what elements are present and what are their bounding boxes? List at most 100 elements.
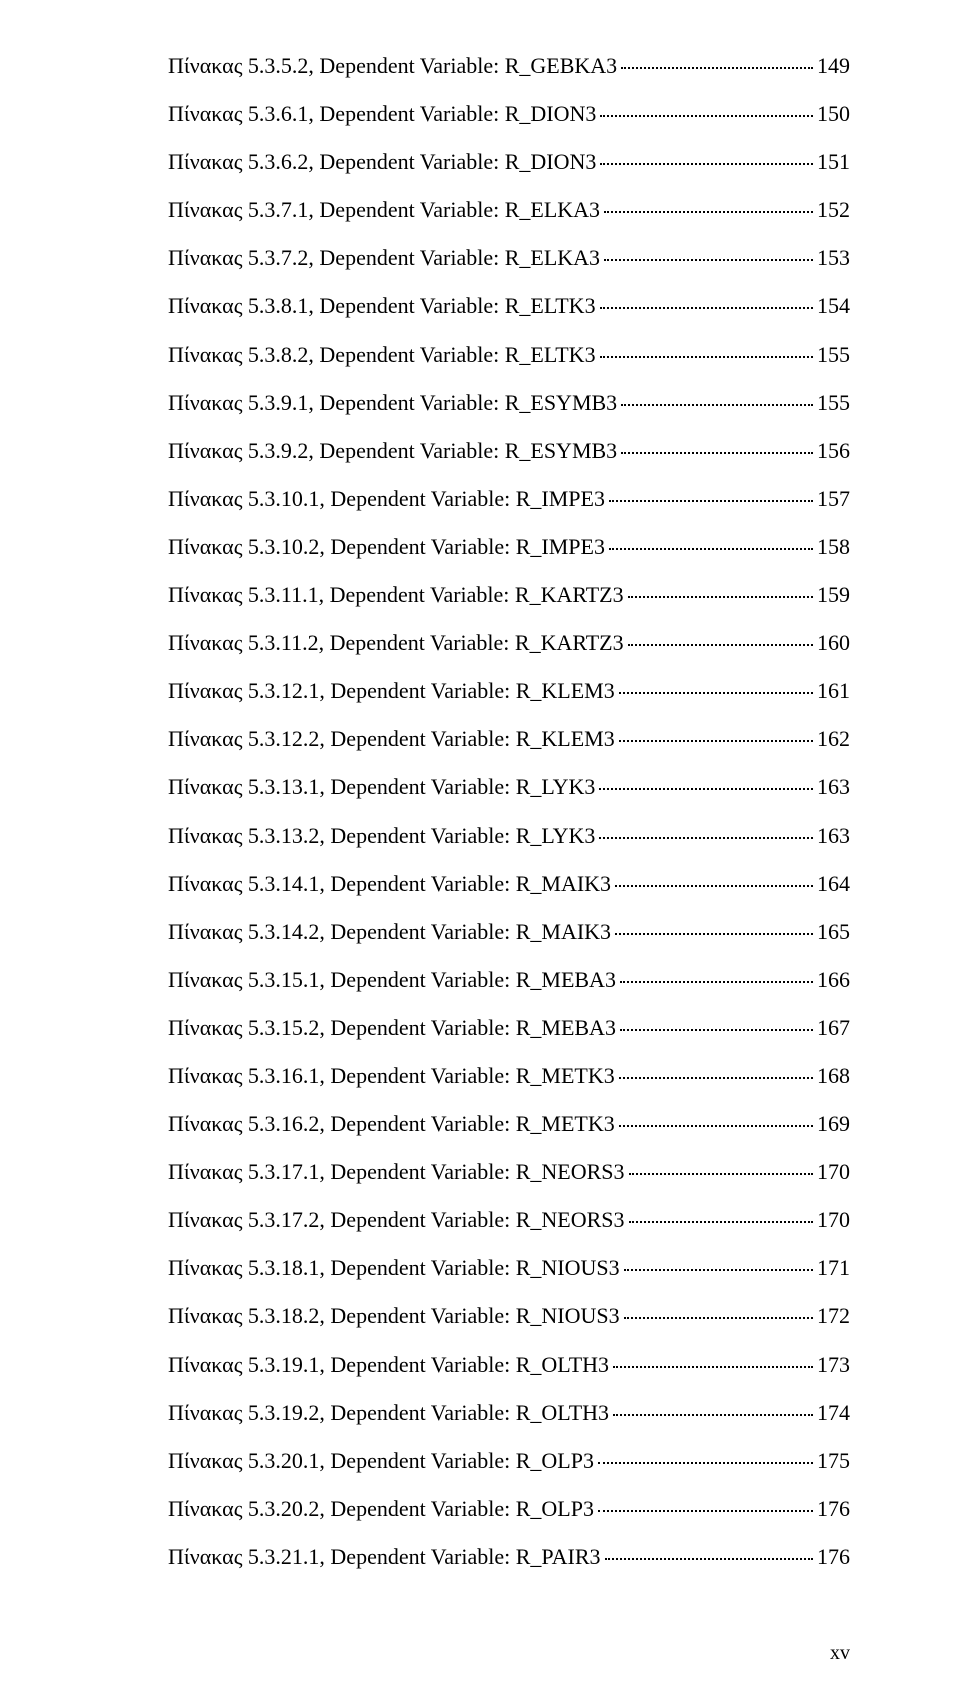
toc-entry-label: Πίνακας 5.3.19.2, Dependent Variable: R_… [168, 1399, 609, 1428]
toc-entry-page: 167 [817, 1014, 850, 1043]
toc-entry-page: 161 [817, 677, 850, 706]
toc-entry: Πίνακας 5.3.13.1, Dependent Variable: R_… [168, 773, 850, 802]
toc-entry-label: Πίνακας 5.3.10.1, Dependent Variable: R_… [168, 485, 605, 514]
table-of-contents: Πίνακας 5.3.5.2, Dependent Variable: R_G… [168, 52, 850, 1572]
toc-entry-label: Πίνακας 5.3.13.1, Dependent Variable: R_… [168, 773, 595, 802]
toc-entry-page: 165 [817, 918, 850, 947]
toc-entry-page: 169 [817, 1110, 850, 1139]
toc-entry: Πίνακας 5.3.20.1, Dependent Variable: R_… [168, 1447, 850, 1476]
toc-entry-page: 176 [817, 1495, 850, 1524]
dot-leader [600, 307, 813, 309]
dot-leader [619, 1125, 813, 1127]
dot-leader [628, 644, 813, 646]
toc-entry: Πίνακας 5.3.11.1, Dependent Variable: R_… [168, 581, 850, 610]
toc-entry-label: Πίνακας 5.3.16.2, Dependent Variable: R_… [168, 1110, 615, 1139]
toc-entry-label: Πίνακας 5.3.6.2, Dependent Variable: R_D… [168, 148, 596, 177]
toc-entry-page: 166 [817, 966, 850, 995]
toc-entry: Πίνακας 5.3.5.2, Dependent Variable: R_G… [168, 52, 850, 81]
toc-entry: Πίνακας 5.3.12.1, Dependent Variable: R_… [168, 677, 850, 706]
toc-entry-label: Πίνακας 5.3.19.1, Dependent Variable: R_… [168, 1351, 609, 1380]
toc-entry-page: 153 [817, 244, 850, 273]
dot-leader [613, 1414, 813, 1416]
dot-leader [613, 1366, 813, 1368]
toc-entry: Πίνακας 5.3.15.2, Dependent Variable: R_… [168, 1014, 850, 1043]
toc-entry: Πίνακας 5.3.7.1, Dependent Variable: R_E… [168, 196, 850, 225]
toc-entry-label: Πίνακας 5.3.15.2, Dependent Variable: R_… [168, 1014, 616, 1043]
dot-leader [620, 1029, 813, 1031]
dot-leader [615, 933, 813, 935]
toc-entry-page: 163 [817, 773, 850, 802]
toc-entry-label: Πίνακας 5.3.17.1, Dependent Variable: R_… [168, 1158, 625, 1187]
toc-entry-page: 152 [817, 196, 850, 225]
toc-entry-label: Πίνακας 5.3.7.2, Dependent Variable: R_E… [168, 244, 600, 273]
toc-entry: Πίνακας 5.3.14.2, Dependent Variable: R_… [168, 918, 850, 947]
toc-entry-page: 154 [817, 292, 850, 321]
dot-leader [628, 596, 813, 598]
dot-leader [599, 837, 813, 839]
toc-entry-label: Πίνακας 5.3.13.2, Dependent Variable: R_… [168, 822, 595, 851]
toc-entry-page: 164 [817, 870, 850, 899]
toc-entry-label: Πίνακας 5.3.14.2, Dependent Variable: R_… [168, 918, 611, 947]
toc-entry: Πίνακας 5.3.14.1, Dependent Variable: R_… [168, 870, 850, 899]
dot-leader [598, 1462, 813, 1464]
dot-leader [619, 1077, 813, 1079]
toc-entry: Πίνακας 5.3.18.2, Dependent Variable: R_… [168, 1302, 850, 1331]
toc-entry: Πίνακας 5.3.7.2, Dependent Variable: R_E… [168, 244, 850, 273]
toc-entry: Πίνακας 5.3.19.1, Dependent Variable: R_… [168, 1351, 850, 1380]
toc-entry-page: 162 [817, 725, 850, 754]
toc-entry-page: 175 [817, 1447, 850, 1476]
toc-entry-label: Πίνακας 5.3.11.1, Dependent Variable: R_… [168, 581, 624, 610]
toc-entry-page: 170 [817, 1158, 850, 1187]
toc-entry: Πίνακας 5.3.13.2, Dependent Variable: R_… [168, 822, 850, 851]
toc-entry: Πίνακας 5.3.9.1, Dependent Variable: R_E… [168, 389, 850, 418]
toc-entry-page: 172 [817, 1302, 850, 1331]
dot-leader [604, 259, 813, 261]
toc-entry-page: 171 [817, 1254, 850, 1283]
toc-entry-label: Πίνακας 5.3.9.1, Dependent Variable: R_E… [168, 389, 617, 418]
toc-entry: Πίνακας 5.3.18.1, Dependent Variable: R_… [168, 1254, 850, 1283]
toc-entry: Πίνακας 5.3.19.2, Dependent Variable: R_… [168, 1399, 850, 1428]
toc-entry: Πίνακας 5.3.17.1, Dependent Variable: R_… [168, 1158, 850, 1187]
dot-leader [624, 1269, 813, 1271]
toc-entry-page: 151 [817, 148, 850, 177]
toc-entry: Πίνακας 5.3.10.1, Dependent Variable: R_… [168, 485, 850, 514]
toc-entry-label: Πίνακας 5.3.12.1, Dependent Variable: R_… [168, 677, 615, 706]
toc-entry-page: 156 [817, 437, 850, 466]
toc-entry-label: Πίνακας 5.3.8.1, Dependent Variable: R_E… [168, 292, 596, 321]
dot-leader [598, 1510, 813, 1512]
toc-entry: Πίνακας 5.3.16.1, Dependent Variable: R_… [168, 1062, 850, 1091]
dot-leader [629, 1221, 813, 1223]
toc-entry-label: Πίνακας 5.3.11.2, Dependent Variable: R_… [168, 629, 624, 658]
toc-entry: Πίνακας 5.3.15.1, Dependent Variable: R_… [168, 966, 850, 995]
dot-leader [605, 1558, 814, 1560]
toc-entry: Πίνακας 5.3.8.1, Dependent Variable: R_E… [168, 292, 850, 321]
toc-entry: Πίνακας 5.3.11.2, Dependent Variable: R_… [168, 629, 850, 658]
toc-entry-page: 160 [817, 629, 850, 658]
toc-entry: Πίνακας 5.3.17.2, Dependent Variable: R_… [168, 1206, 850, 1235]
page-number: xv [168, 1642, 850, 1665]
dot-leader [629, 1173, 813, 1175]
toc-entry: Πίνακας 5.3.16.2, Dependent Variable: R_… [168, 1110, 850, 1139]
dot-leader [621, 67, 813, 69]
toc-entry-page: 157 [817, 485, 850, 514]
toc-entry-label: Πίνακας 5.3.15.1, Dependent Variable: R_… [168, 966, 616, 995]
dot-leader [609, 548, 813, 550]
toc-entry-page: 155 [817, 341, 850, 370]
dot-leader [599, 788, 813, 790]
toc-entry: Πίνακας 5.3.12.2, Dependent Variable: R_… [168, 725, 850, 754]
dot-leader [600, 356, 813, 358]
toc-entry: Πίνακας 5.3.6.1, Dependent Variable: R_D… [168, 100, 850, 129]
toc-entry-label: Πίνακας 5.3.8.2, Dependent Variable: R_E… [168, 341, 596, 370]
toc-entry-page: 170 [817, 1206, 850, 1235]
toc-entry-page: 168 [817, 1062, 850, 1091]
toc-entry-page: 163 [817, 822, 850, 851]
dot-leader [609, 500, 813, 502]
toc-entry-label: Πίνακας 5.3.14.1, Dependent Variable: R_… [168, 870, 611, 899]
dot-leader [624, 1317, 813, 1319]
toc-entry-page: 173 [817, 1351, 850, 1380]
toc-entry-page: 155 [817, 389, 850, 418]
dot-leader [600, 163, 813, 165]
toc-entry: Πίνακας 5.3.6.2, Dependent Variable: R_D… [168, 148, 850, 177]
toc-entry-label: Πίνακας 5.3.16.1, Dependent Variable: R_… [168, 1062, 615, 1091]
toc-entry-label: Πίνακας 5.3.20.1, Dependent Variable: R_… [168, 1447, 594, 1476]
